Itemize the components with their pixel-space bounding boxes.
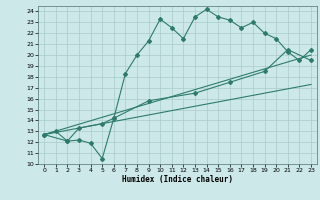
X-axis label: Humidex (Indice chaleur): Humidex (Indice chaleur): [122, 175, 233, 184]
